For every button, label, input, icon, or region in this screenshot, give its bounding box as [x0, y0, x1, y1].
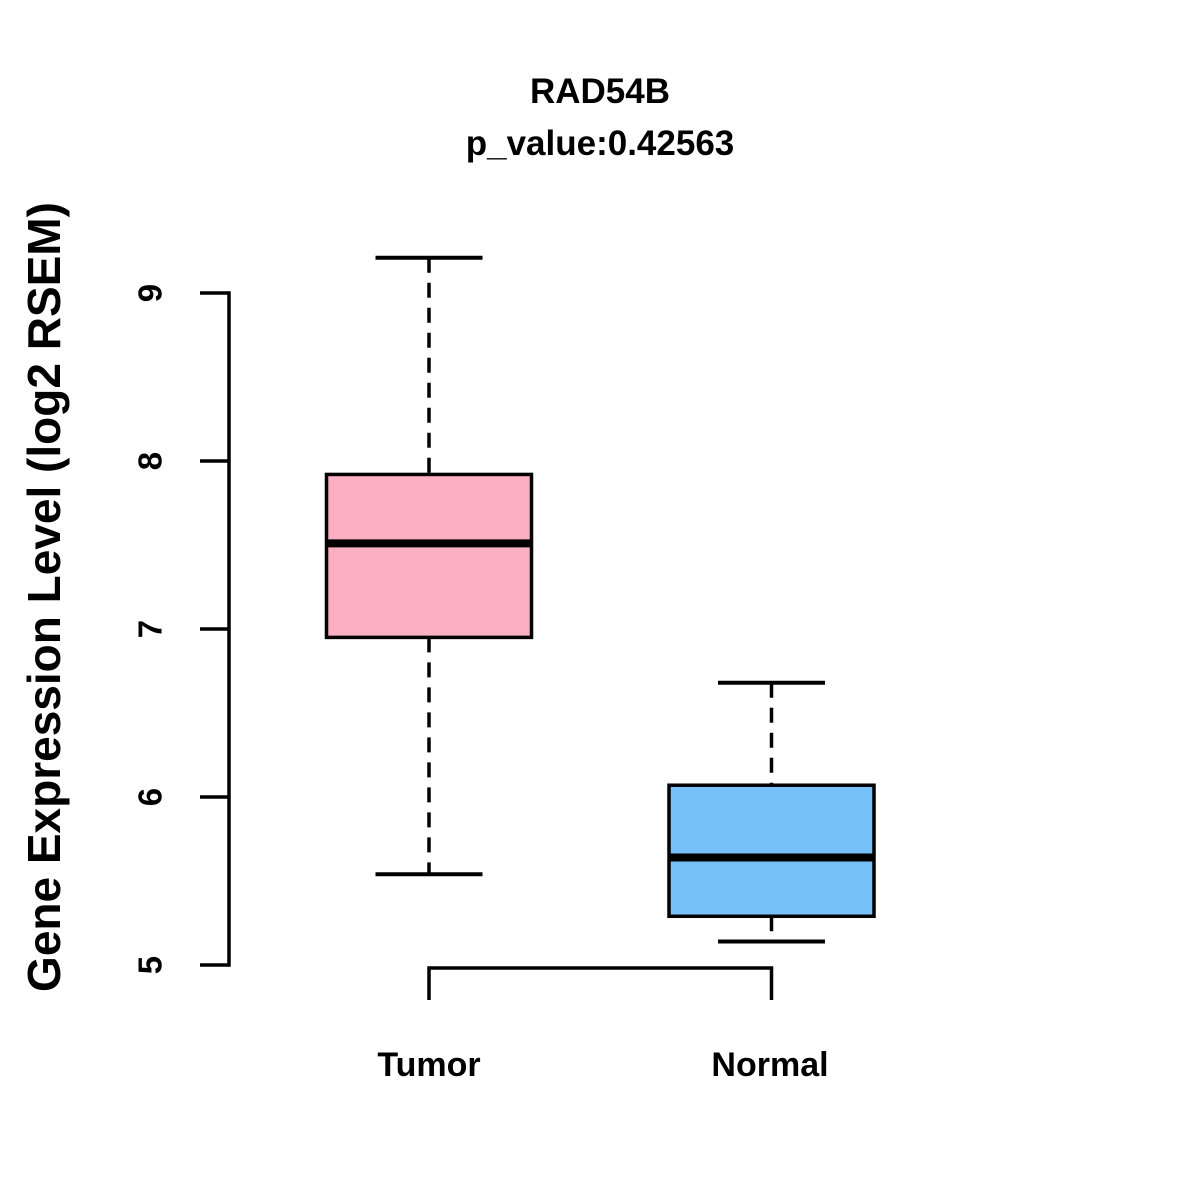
- iqr-box-tumor: [324, 472, 534, 640]
- y-tick-label: 7: [132, 620, 169, 638]
- chart-subtitle: p_value:0.42563: [465, 124, 735, 163]
- y-tick-label: 9: [132, 284, 169, 302]
- x-tick-label-tumor: Tumor: [377, 1046, 481, 1084]
- y-tick-label: 5: [132, 956, 169, 974]
- iqr-box-normal: [667, 783, 876, 919]
- chart-title: RAD54B: [529, 72, 671, 111]
- y-tick-label: 8: [132, 452, 169, 470]
- x-axis-bracket: [427, 966, 774, 1000]
- y-tick-label: 6: [132, 788, 169, 806]
- x-tick-label-normal: Normal: [711, 1046, 829, 1084]
